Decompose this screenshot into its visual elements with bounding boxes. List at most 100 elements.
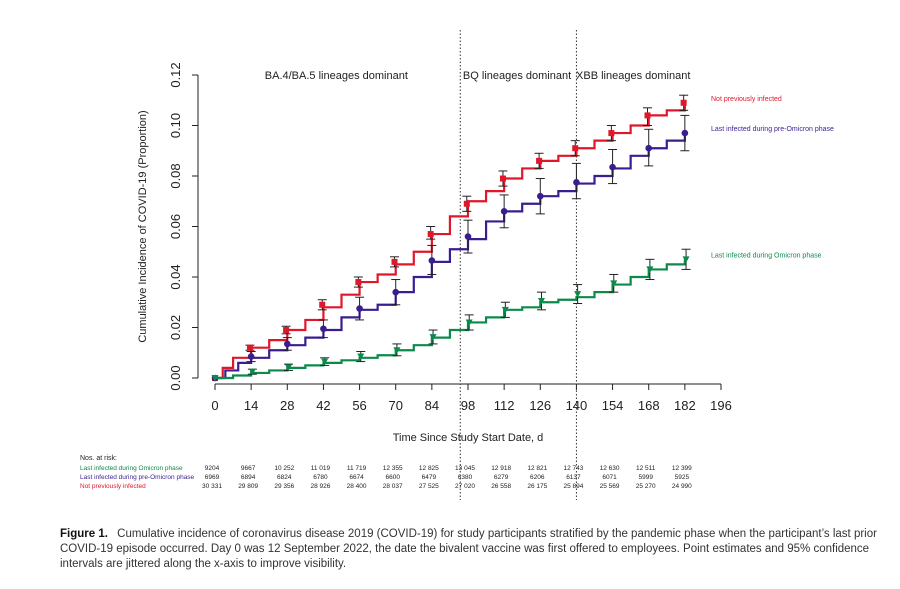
x-tick-label: 98: [461, 398, 475, 413]
data-point-marker: [248, 368, 256, 376]
risk-table-title: Nos. at risk:: [80, 455, 117, 462]
risk-table-cell: 10 252: [274, 465, 294, 472]
risk-table-cell: 25 894: [563, 483, 583, 490]
risk-table-cell: 9667: [241, 465, 256, 472]
risk-table-cell: 6969: [205, 474, 220, 481]
series-label: Last infected during pre-Omicron phase: [711, 126, 834, 133]
risk-table-cell: 6479: [422, 474, 437, 481]
y-tick-label: 0.06: [168, 214, 183, 239]
risk-table-cell: 5925: [675, 474, 690, 481]
y-axis-title: Cumulative Incidence of COVID-19 (Propor…: [137, 110, 149, 342]
risk-table-cell: 28 037: [383, 483, 403, 490]
data-point-marker: [608, 130, 615, 137]
risk-table-cell: 6894: [241, 474, 256, 481]
series-label: Not previously infected: [711, 96, 782, 103]
risk-table-cell: 6380: [458, 474, 473, 481]
x-axis-title: Time Since Study Start Date, d: [393, 432, 544, 444]
data-point-marker: [681, 129, 689, 137]
risk-table-cell: 25 270: [636, 483, 656, 490]
y-tick-label: 0.12: [168, 62, 183, 87]
y-tick-label: 0.04: [168, 264, 183, 289]
phase-label: BA.4/BA.5 lineages dominant: [265, 70, 408, 82]
x-tick-label: 56: [352, 398, 366, 413]
data-point-marker: [646, 266, 654, 273]
data-point-marker: [429, 334, 437, 341]
risk-table-cell: 26 175: [527, 483, 547, 490]
risk-table-cell: 6674: [349, 474, 364, 481]
x-tick-label: 42: [316, 398, 330, 413]
risk-table-cell: 29 356: [274, 483, 294, 490]
data-point-marker: [392, 288, 400, 296]
x-tick-label: 70: [388, 398, 402, 413]
risk-table-row-label: Last infected during pre-Omicron phase: [80, 474, 195, 481]
y-tick-label: 0.02: [168, 315, 183, 340]
risk-table-cell: 12 825: [419, 465, 439, 472]
data-point-marker: [465, 319, 473, 326]
data-point-marker: [464, 233, 472, 240]
risk-table-cell: 6279: [494, 474, 509, 481]
phase-label: XBB lineages dominant: [576, 70, 690, 82]
data-point-marker: [680, 99, 687, 106]
data-point-marker: [573, 179, 580, 186]
risk-table-cell: 30 331: [202, 483, 222, 490]
risk-table-cell: 6137: [566, 474, 581, 481]
risk-table-cell: 12 918: [491, 465, 511, 472]
data-point-marker: [246, 344, 253, 351]
x-tick-label: 112: [494, 398, 515, 413]
cumulative-incidence-chart: 0 14 28 42 56 70 84 98 112 126 140 154 168 182 1960.00…: [80, 30, 834, 500]
data-point-marker: [501, 306, 509, 314]
data-point-marker: [320, 325, 327, 333]
risk-table-cell: 12 821: [527, 465, 547, 472]
risk-table-cell: 12 630: [600, 465, 620, 472]
risk-table-cell: 11 719: [347, 465, 367, 472]
y-tick-label: 0.10: [168, 113, 183, 138]
risk-table-cell: 29 809: [238, 483, 258, 490]
figure-label: Figure 1.: [60, 528, 108, 540]
data-point-marker: [391, 258, 398, 265]
x-tick-label: 14: [244, 398, 258, 413]
data-point-marker: [211, 375, 219, 382]
data-point-marker: [574, 291, 582, 298]
risk-table-cell: 9204: [205, 465, 220, 472]
data-point-marker: [321, 358, 329, 366]
x-tick-label: 0: [211, 398, 218, 413]
risk-table-cell: 6206: [530, 474, 545, 481]
risk-table-cell: 27 525: [419, 483, 439, 490]
data-point-marker: [283, 340, 291, 348]
data-point-marker: [500, 208, 508, 215]
risk-table-cell: 6824: [277, 474, 292, 481]
phase-label: BQ lineages dominant: [463, 70, 571, 82]
data-point-marker: [610, 280, 618, 287]
x-tick-label: 168: [638, 398, 660, 413]
risk-table-cell: 11 019: [311, 465, 331, 472]
risk-table-cell: 12 743: [563, 465, 583, 472]
risk-table-row-label: Not previously infected: [80, 483, 146, 490]
risk-table-row-label: Last infected during Omicron phase: [80, 465, 183, 472]
y-tick-label: 0.08: [168, 163, 183, 188]
data-point-marker: [536, 157, 543, 164]
data-point-marker: [682, 256, 690, 263]
data-point-marker: [537, 297, 545, 305]
figure-caption: Figure 1. Cumulative incidence of corona…: [60, 527, 880, 572]
data-point-marker: [499, 175, 506, 182]
data-point-marker: [393, 347, 401, 354]
risk-table-cell: 13 045: [455, 465, 475, 472]
figure-caption-text: Cumulative incidence of coronavirus dise…: [60, 528, 877, 570]
data-point-marker: [644, 112, 651, 119]
data-point-marker: [356, 305, 363, 312]
data-point-marker: [572, 145, 579, 152]
x-tick-label: 196: [710, 398, 732, 413]
risk-table-cell: 12 511: [636, 465, 656, 472]
data-point-marker: [283, 327, 290, 334]
risk-table-cell: 24 990: [672, 483, 692, 490]
x-tick-label: 182: [674, 398, 696, 413]
risk-table-cell: 12 399: [672, 465, 692, 472]
data-point-marker: [284, 364, 292, 371]
data-point-marker: [645, 144, 653, 152]
risk-table-cell: 26 558: [491, 483, 511, 490]
risk-table-cell: 28 926: [310, 483, 330, 490]
data-point-marker: [609, 163, 616, 171]
data-point-marker: [463, 200, 470, 207]
data-point-marker: [355, 279, 362, 286]
data-point-marker: [427, 231, 434, 238]
